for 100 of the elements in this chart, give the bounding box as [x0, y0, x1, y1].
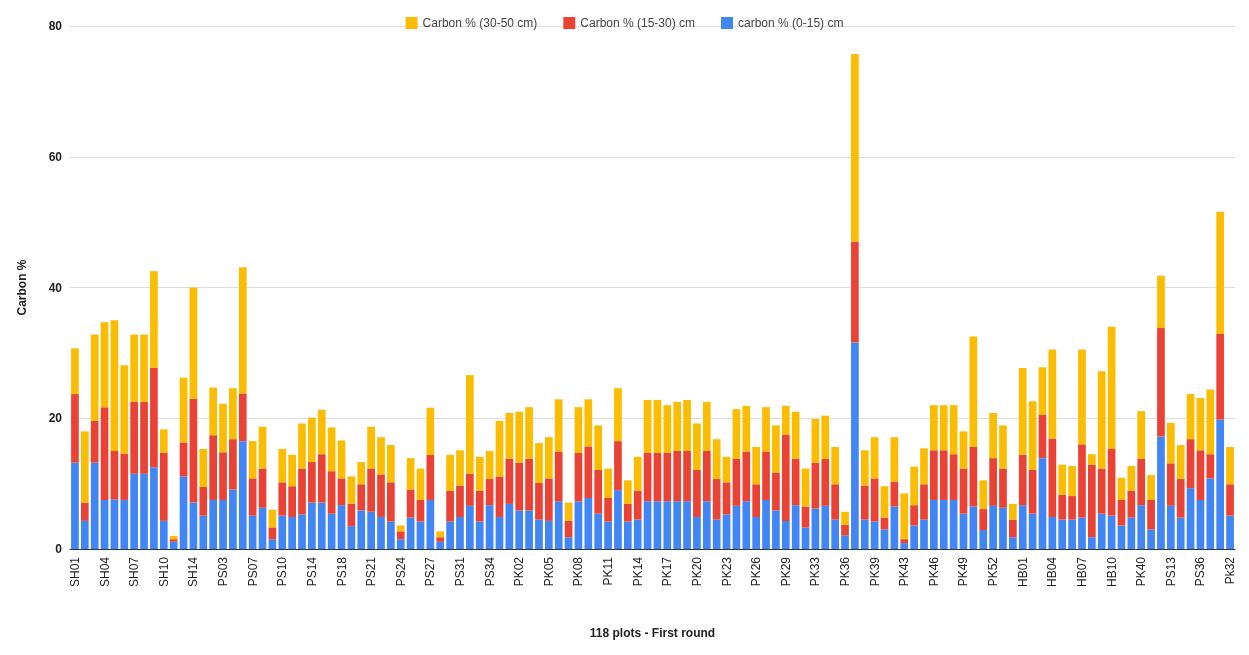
bar [574, 501, 583, 549]
bar [396, 525, 405, 532]
bar [71, 394, 79, 463]
bar [505, 458, 514, 504]
bar [584, 446, 593, 499]
bar [781, 405, 790, 435]
bar [1009, 519, 1017, 538]
x-tick-label: SH10 [156, 556, 171, 588]
bar [851, 342, 859, 549]
bar [781, 520, 790, 549]
bar [712, 519, 721, 549]
bar [288, 454, 296, 487]
bar [979, 530, 988, 549]
bar [633, 519, 642, 549]
bar [327, 427, 336, 472]
y-tick-label: 80 [48, 19, 63, 33]
bar [169, 539, 178, 542]
bar [870, 437, 879, 479]
bar [258, 468, 267, 508]
legend-label: Carbon % (30-50 cm) [422, 16, 538, 30]
bar [495, 516, 504, 549]
bar [949, 405, 958, 455]
bar [1018, 505, 1027, 549]
bar [1028, 401, 1037, 470]
bar [1087, 454, 1096, 465]
bar [1166, 505, 1175, 549]
bar [317, 409, 326, 455]
bar [406, 489, 415, 518]
bar [466, 505, 474, 549]
x-tick-label: PK40 [1134, 556, 1149, 587]
bar [870, 478, 879, 522]
bar [1018, 454, 1027, 506]
bar [614, 441, 622, 491]
x-tick-label: PK33 [808, 556, 823, 587]
bar [377, 437, 385, 475]
bar [357, 462, 366, 485]
bar [999, 468, 1007, 508]
bar [633, 490, 642, 520]
bar [1058, 494, 1067, 520]
bar [554, 399, 563, 452]
bar [485, 450, 494, 480]
bar [268, 527, 277, 540]
bar [643, 501, 652, 549]
x-tick-label: HB10 [1104, 556, 1119, 588]
bar [959, 431, 968, 469]
bar [860, 519, 869, 549]
bar [150, 467, 158, 549]
bar [1157, 275, 1165, 329]
x-tick-label: SH07 [127, 556, 142, 588]
bar [604, 468, 612, 499]
bar [762, 499, 770, 549]
bar [1048, 438, 1057, 517]
bar [732, 458, 741, 506]
bar [1176, 445, 1185, 480]
bar [475, 456, 484, 491]
x-tick-label: PS14 [304, 556, 319, 587]
bar [80, 431, 89, 503]
bar [416, 499, 425, 522]
bar [614, 490, 622, 549]
x-tick-label: PK08 [571, 556, 586, 587]
bar [712, 439, 721, 480]
bar [110, 320, 119, 451]
bar [130, 401, 139, 474]
bar [594, 513, 603, 549]
bar [1107, 326, 1116, 449]
x-tick-label: PK20 [689, 556, 704, 587]
bar [693, 469, 701, 517]
bar [969, 336, 978, 448]
bar [288, 516, 296, 549]
bar [880, 486, 889, 518]
bar [1028, 469, 1037, 514]
bar [920, 519, 928, 549]
bar [337, 505, 346, 549]
bar [229, 489, 237, 549]
bar [475, 490, 484, 522]
x-tick-label: SH04 [97, 556, 112, 588]
y-tick-label: 40 [48, 280, 63, 295]
bar [722, 514, 731, 549]
bar [781, 434, 790, 521]
bar [485, 505, 494, 549]
x-tick-label: PK17 [660, 556, 675, 587]
bar [337, 440, 346, 479]
bar [762, 451, 770, 500]
bar [801, 468, 810, 507]
bar [1216, 211, 1225, 334]
bar [623, 503, 632, 522]
bar [515, 411, 524, 463]
bar [1157, 436, 1165, 549]
bar [732, 409, 741, 459]
x-tick-label: PK29 [778, 556, 793, 587]
bar [515, 510, 524, 549]
bar [179, 476, 188, 549]
bar [643, 399, 652, 453]
x-tick-label: PS03 [216, 556, 231, 587]
bar [979, 480, 988, 510]
bar [870, 521, 879, 549]
bar [120, 453, 129, 500]
bar [910, 505, 918, 526]
bar [525, 510, 533, 549]
bar [890, 437, 899, 482]
